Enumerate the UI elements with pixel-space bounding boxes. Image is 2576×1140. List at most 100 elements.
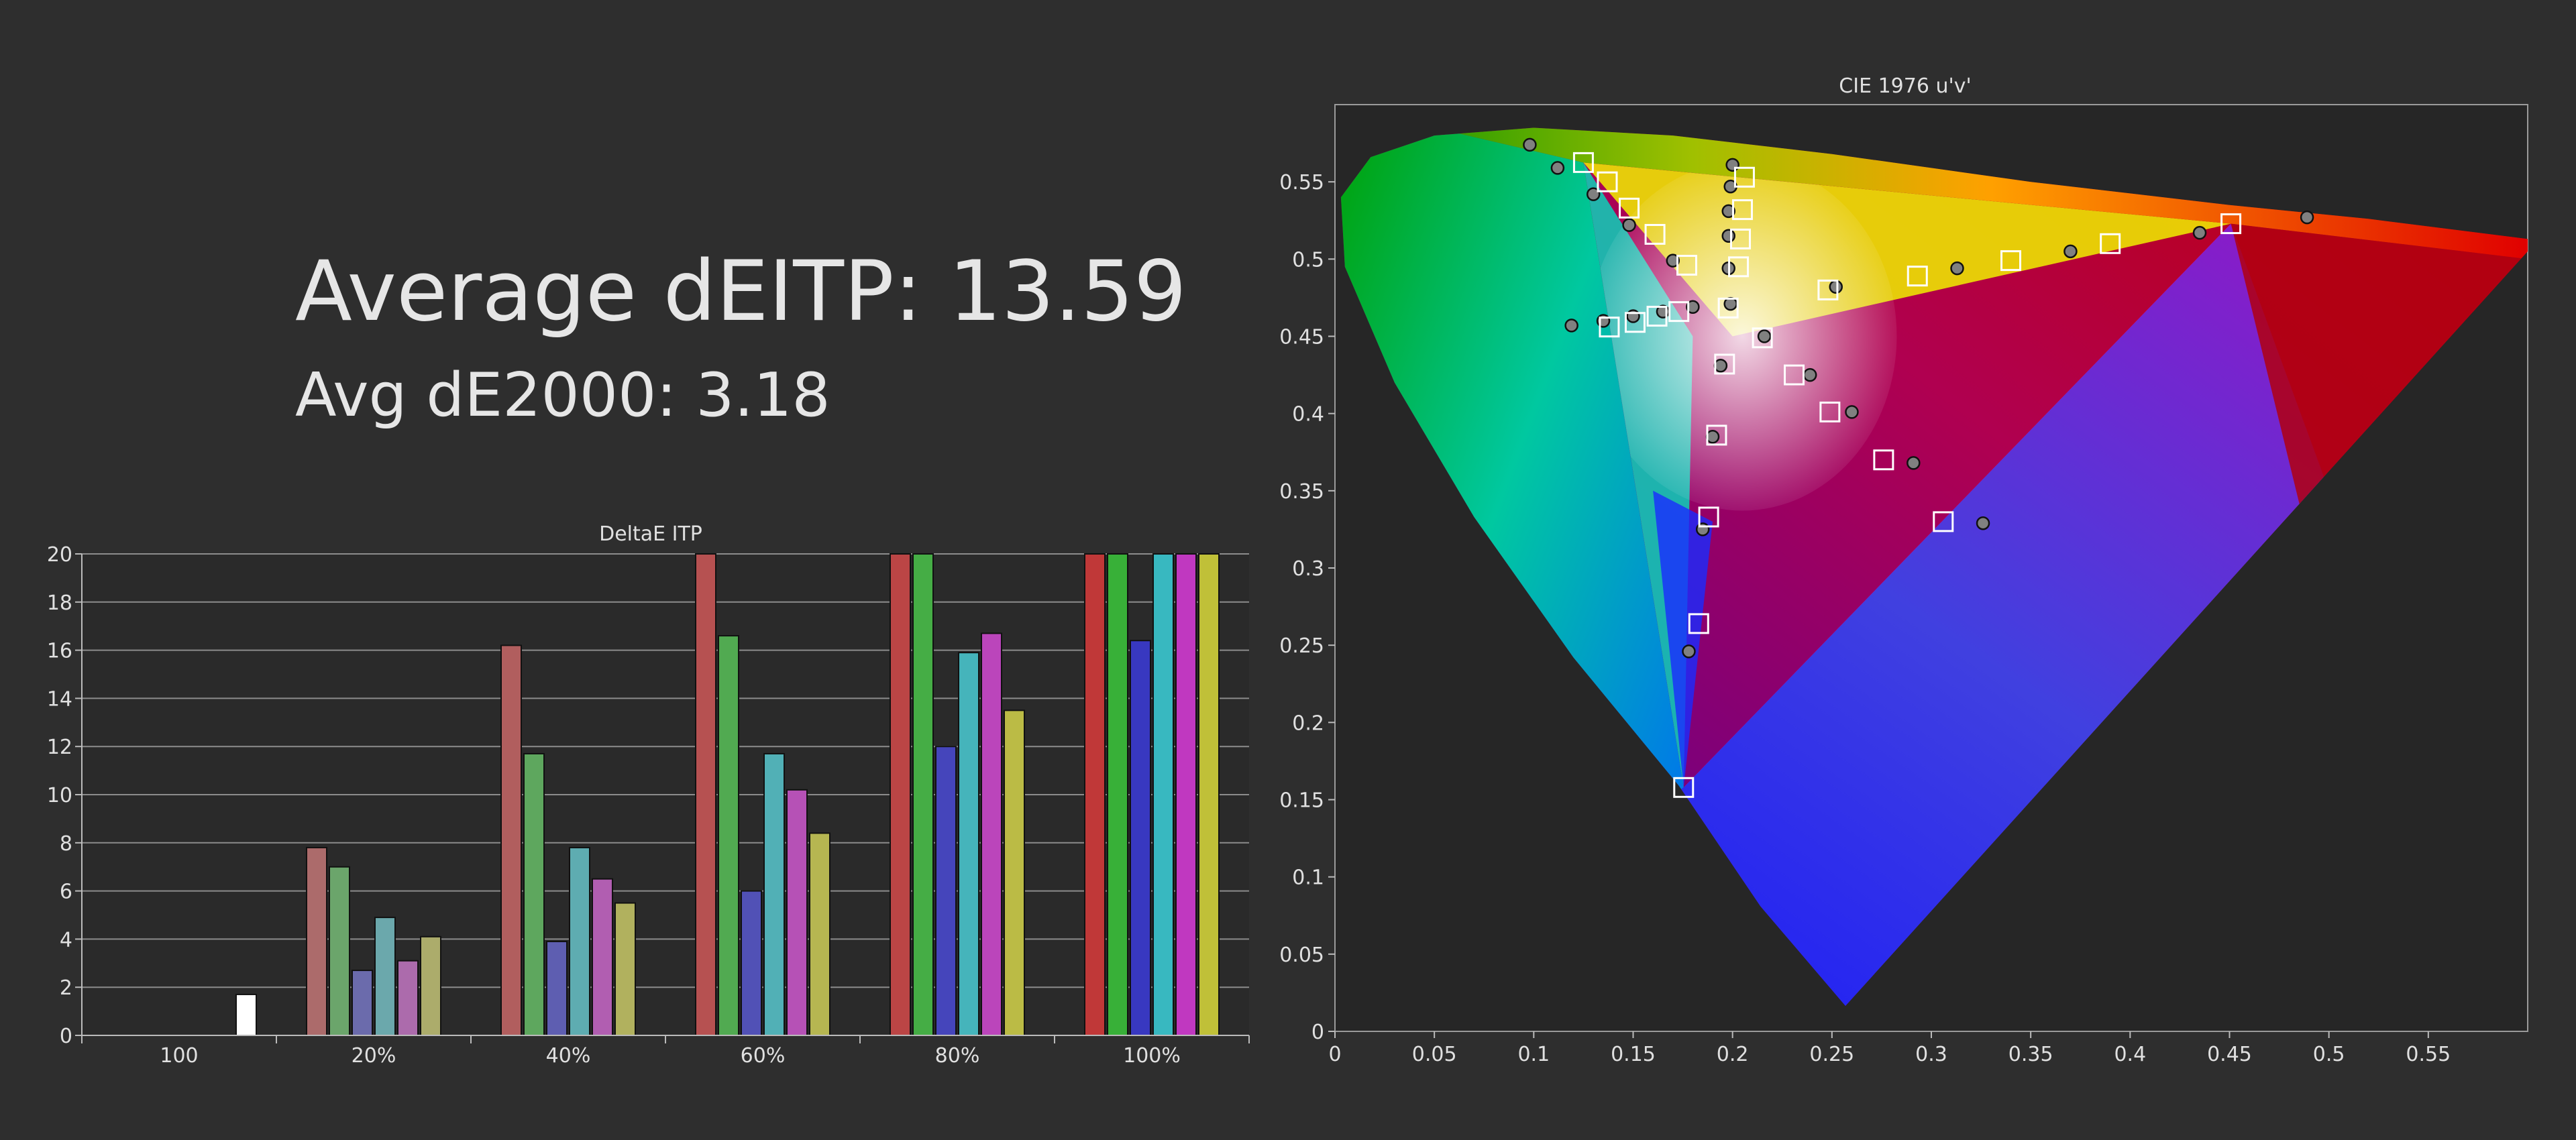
bar-ytick-label: 18 <box>47 591 72 615</box>
bar <box>1198 553 1220 1036</box>
cie-xtick-label: 0 <box>1328 1043 1341 1066</box>
bar <box>374 917 396 1037</box>
bar-ytick-label: 14 <box>47 687 72 711</box>
bar <box>981 632 1002 1037</box>
target-square <box>1933 511 1954 532</box>
average-deitp-label: Average dEITP: 13.59 <box>295 243 1187 340</box>
target-square <box>1907 266 1928 287</box>
target-square <box>1619 197 1640 219</box>
cie-xtick-label: 0.35 <box>2008 1043 2053 1066</box>
target-square <box>1731 199 1753 221</box>
cie-xtick-label: 0.3 <box>1915 1043 1947 1066</box>
measured-point <box>1803 367 1817 382</box>
target-square <box>1717 297 1739 319</box>
bar-xtick-label: 40% <box>546 1044 591 1066</box>
bar-xtick-label: 80% <box>935 1044 980 1066</box>
cie-xtick-label: 0.15 <box>1611 1043 1656 1066</box>
bar <box>890 553 911 1036</box>
target-square <box>2000 250 2022 272</box>
average-de2000-label: Avg dE2000: 3.18 <box>295 360 830 431</box>
target-square <box>1599 317 1620 338</box>
bar <box>1175 553 1197 1036</box>
bar-ytick-label: 10 <box>47 784 72 807</box>
bar <box>1084 553 1106 1036</box>
cie-ytick-label: 0.5 <box>1292 248 1324 272</box>
bar-marks <box>235 553 1220 1037</box>
bar <box>397 960 419 1037</box>
cie-ytick-label: 0.55 <box>1279 171 1324 194</box>
bar <box>546 940 568 1036</box>
target-square <box>1733 166 1755 188</box>
cie-xtick-label: 0.5 <box>2313 1043 2345 1066</box>
target-square <box>1728 256 1750 278</box>
bar-ytick-label: 12 <box>47 736 72 759</box>
cie-xtick-label: 0.55 <box>2406 1043 2451 1066</box>
measured-point <box>1976 516 1990 530</box>
target-square <box>1730 228 1752 249</box>
bar-ytick-label: 0 <box>60 1025 72 1048</box>
measured-point <box>1622 218 1636 232</box>
measured-point <box>1626 309 1640 323</box>
bar-grid <box>82 553 1249 1036</box>
cie-ytick-label: 0.05 <box>1279 944 1324 967</box>
measured-point <box>1705 429 1720 444</box>
bar <box>420 935 441 1036</box>
bar <box>523 752 545 1036</box>
cie-ytick-label: 0.35 <box>1279 480 1324 504</box>
target-square <box>2220 213 2242 235</box>
bar <box>763 752 785 1036</box>
target-square <box>1676 255 1698 276</box>
target-square <box>1597 171 1618 192</box>
bar <box>718 635 739 1036</box>
measured-point <box>1907 456 1921 470</box>
bar <box>1107 553 1128 1036</box>
target-square <box>1644 223 1666 245</box>
cie-xtick-label: 0.25 <box>1809 1043 1854 1066</box>
cie-ytick-label: 0.2 <box>1292 711 1324 735</box>
target-square <box>1688 613 1709 634</box>
target-square <box>1873 449 1894 471</box>
target-square <box>1706 424 1727 446</box>
stats-panel: Average dEITP: 13.59 Avg dE2000: 3.18 <box>295 241 1187 436</box>
bar <box>569 846 590 1036</box>
target-square <box>1752 327 1773 349</box>
cie-ytick-label: 0.3 <box>1292 557 1324 581</box>
cie-chart-title: CIE 1976 u'v' <box>1839 74 1971 98</box>
measured-point <box>1721 229 1735 243</box>
bar <box>592 878 613 1037</box>
measured-point <box>1713 359 1728 373</box>
bar <box>614 902 636 1036</box>
cie-ytick-label: 0 <box>1311 1021 1324 1044</box>
bar-ytick-label: 2 <box>60 976 72 1000</box>
measured-point <box>2192 225 2207 240</box>
deltae-itp-bar-chart: DeltaE ITP 0 2 4 6 8 10 12 14 16 18 20 100 20% 40% 60%… <box>47 522 1250 1066</box>
cie-marks <box>1523 137 2314 798</box>
measured-point <box>1757 329 1772 343</box>
cie-xtick-label: 0.1 <box>1517 1043 1550 1066</box>
measured-point <box>1950 261 1964 276</box>
target-square <box>1624 312 1646 333</box>
cie-xtick-label: 0.05 <box>1412 1043 1457 1066</box>
bar <box>306 846 327 1036</box>
bar-ytick-label: 20 <box>47 543 72 567</box>
target-square <box>1668 301 1690 323</box>
bar-ytick-label: 6 <box>60 880 72 904</box>
bar <box>741 890 762 1036</box>
bar-ytick-label: 16 <box>47 640 72 663</box>
measured-point <box>1682 644 1696 659</box>
measured-point <box>1725 158 1739 172</box>
measured-point <box>2300 210 2314 225</box>
cie-ytick-label: 0.45 <box>1279 326 1324 349</box>
bar-axes: 0 2 4 6 8 10 12 14 16 18 20 100 20% 40% 60% 80% 100% <box>47 543 1250 1066</box>
bar <box>912 553 934 1036</box>
measured-point <box>1686 300 1700 314</box>
bar-xtick-label: 100 <box>160 1044 198 1066</box>
bar <box>1152 553 1174 1036</box>
measured-point <box>1845 405 1859 419</box>
cie-ytick-label: 0.4 <box>1292 403 1324 426</box>
target-square <box>1819 401 1841 422</box>
bar-ytick-label: 8 <box>60 832 72 856</box>
bar <box>1004 709 1025 1036</box>
measured-point <box>1564 319 1578 333</box>
cie-ytick-label: 0.1 <box>1292 866 1324 890</box>
